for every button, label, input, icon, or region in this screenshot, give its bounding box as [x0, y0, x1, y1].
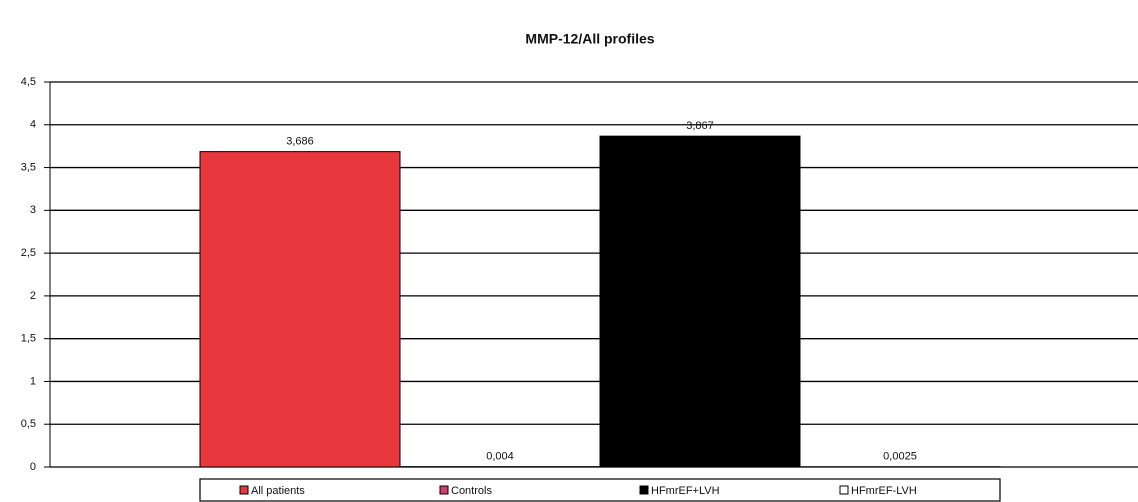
y-tick-label: 2,5: [21, 247, 36, 259]
legend-box: [199, 478, 1001, 502]
legend-label: Controls: [451, 485, 492, 497]
legend-label: HFmrEF-LVH: [851, 485, 917, 497]
legend-swatch: [639, 485, 649, 495]
y-tick-label: 0: [30, 461, 36, 473]
value-label: 0,0025: [883, 451, 917, 463]
legend-swatch: [439, 485, 449, 495]
y-tick-label: 3,5: [21, 161, 36, 173]
y-tick-label: 3: [30, 204, 36, 216]
value-label: 3,867: [686, 120, 714, 132]
legend-swatch: [839, 485, 849, 495]
y-tick-label: 4: [30, 119, 36, 131]
y-tick-label: 2: [30, 290, 36, 302]
y-tick-label: 0,5: [21, 418, 36, 430]
legend-label: All patients: [251, 485, 305, 497]
value-label: 0,004: [486, 451, 514, 463]
legend-label: HFmrEF+LVH: [651, 485, 720, 497]
y-tick-label: 4,5: [21, 76, 36, 88]
legend-swatch: [239, 485, 249, 495]
value-label: 3,686: [286, 136, 314, 148]
chart-title: MMP-12/All profiles: [525, 31, 654, 47]
y-tick-label: 1,5: [21, 333, 36, 345]
y-tick-label: 1: [30, 375, 36, 387]
bar: [199, 151, 401, 468]
bar: [599, 135, 801, 468]
